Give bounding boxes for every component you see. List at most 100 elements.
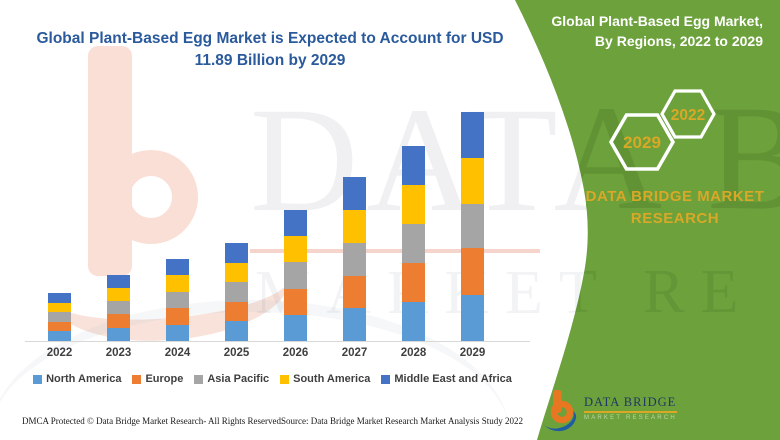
bar-segment-2024-north-america bbox=[166, 324, 189, 341]
legend-swatch bbox=[132, 374, 142, 384]
bar-column-2023 bbox=[89, 274, 148, 341]
bar-segment-2026-north-america bbox=[284, 314, 307, 341]
watermark-underline bbox=[250, 249, 540, 253]
bar-segment-2026-europe bbox=[284, 288, 307, 315]
logo-b-icon bbox=[544, 390, 577, 432]
bar-segment-2028-south-america bbox=[402, 185, 425, 225]
bar-segment-2024-south-america bbox=[166, 275, 189, 292]
company-logo: DATA BRIDGE MARKET RESEARCH bbox=[543, 389, 677, 433]
bar-segment-2023-asia-pacific bbox=[107, 301, 130, 315]
bar-segment-2028-north-america bbox=[402, 302, 425, 341]
x-tick-2024: 2024 bbox=[164, 347, 191, 359]
bar-segment-2025-south-america bbox=[225, 262, 248, 283]
bar-segment-2023-south-america bbox=[107, 288, 130, 302]
x-tick-2022: 2022 bbox=[46, 347, 73, 359]
legend-label: South America bbox=[293, 373, 371, 385]
legend-label: Europe bbox=[145, 373, 184, 385]
legend-item-middle-east-and-africa: Middle East and Africa bbox=[381, 373, 512, 385]
legend-item-asia-pacific: Asia Pacific bbox=[194, 373, 269, 385]
bar-segment-2025-europe bbox=[225, 301, 248, 322]
stacked-bar-2027 bbox=[343, 177, 366, 341]
bar-segment-2029-north-america bbox=[461, 295, 484, 341]
bar-segment-2028-europe bbox=[402, 263, 425, 303]
bar-column-2027 bbox=[325, 177, 384, 341]
bar-segment-2029-south-america bbox=[461, 157, 484, 204]
stacked-bar-2022 bbox=[48, 293, 71, 341]
sidebar-brand-text: DATA BRIDGE MARKET RESEARCH bbox=[580, 186, 770, 230]
sidebar-title-line2: By Regions, 2022 to 2029 bbox=[594, 33, 763, 50]
stacked-bar-2024 bbox=[166, 258, 189, 341]
x-tick-2028: 2028 bbox=[400, 347, 427, 359]
chart-title: Global Plant-Based Egg Market is Expecte… bbox=[30, 28, 510, 73]
stacked-bar-2023 bbox=[107, 274, 130, 341]
bar-segment-2024-middle-east-and-africa bbox=[166, 258, 189, 276]
bar-column-2028 bbox=[384, 146, 443, 341]
legend-swatch bbox=[194, 374, 204, 384]
bar-segment-2027-north-america bbox=[343, 308, 366, 341]
bar-segment-2027-middle-east-and-africa bbox=[343, 177, 366, 211]
bar-segment-2022-north-america bbox=[48, 331, 71, 341]
hexagon-2029-icon bbox=[608, 113, 676, 171]
stacked-bar-2025 bbox=[225, 243, 248, 341]
stacked-bar-2026 bbox=[284, 210, 307, 341]
bar-segment-2023-middle-east-and-africa bbox=[107, 274, 130, 289]
legend-item-europe: Europe bbox=[132, 373, 183, 385]
x-axis-labels: 2022 2023 2024 2025 2026 2027 2028 2029 bbox=[30, 347, 502, 359]
legend-item-south-america: South America bbox=[280, 373, 370, 385]
chart-title-line1: Global Plant-Based Egg Market is Expecte… bbox=[36, 30, 504, 47]
bar-column-2025 bbox=[207, 243, 266, 341]
bar-segment-2029-middle-east-and-africa bbox=[461, 112, 484, 158]
bar-segment-2029-asia-pacific bbox=[461, 203, 484, 249]
legend-item-north-america: North America bbox=[33, 373, 121, 385]
footer-copyright: DMCA Protected © Data Bridge Market Rese… bbox=[22, 416, 284, 426]
x-tick-2029: 2029 bbox=[459, 347, 486, 359]
bar-segment-2026-south-america bbox=[284, 236, 307, 263]
hexagon-2029-label: 2029 bbox=[623, 133, 661, 152]
logo-text: DATA BRIDGE MARKET RESEARCH bbox=[584, 389, 677, 421]
bar-segment-2027-europe bbox=[343, 275, 366, 309]
stacked-bar-plot bbox=[30, 100, 502, 341]
legend-label: North America bbox=[46, 373, 122, 385]
legend-swatch bbox=[280, 374, 290, 384]
legend-label: Asia Pacific bbox=[207, 373, 270, 385]
bar-segment-2028-asia-pacific bbox=[402, 224, 425, 264]
x-tick-2026: 2026 bbox=[282, 347, 309, 359]
bar-column-2029 bbox=[443, 112, 502, 341]
chart-legend: North America Europe Asia Pacific South Ame… bbox=[0, 373, 545, 385]
bar-segment-2026-middle-east-and-africa bbox=[284, 210, 307, 237]
bar-column-2026 bbox=[266, 210, 325, 341]
sidebar-brand-line2: RESEARCH bbox=[630, 209, 720, 227]
logo-subtitle: MARKET RESEARCH bbox=[584, 415, 677, 421]
bar-segment-2026-asia-pacific bbox=[284, 262, 307, 289]
stacked-bar-2028 bbox=[402, 146, 425, 341]
stacked-bar-2029 bbox=[461, 112, 484, 341]
legend-label: Middle East and Africa bbox=[394, 373, 512, 385]
bar-segment-2027-asia-pacific bbox=[343, 242, 366, 276]
sidebar-title-line1: Global Plant-Based Egg Market, bbox=[551, 13, 763, 29]
sidebar-title: Global Plant-Based Egg Market, By Region… bbox=[545, 11, 763, 52]
bar-segment-2029-europe bbox=[461, 248, 484, 296]
bar-segment-2027-south-america bbox=[343, 210, 366, 243]
x-axis-line bbox=[25, 341, 530, 342]
x-tick-2025: 2025 bbox=[223, 347, 250, 359]
hexagon-2022-label: 2022 bbox=[671, 107, 705, 124]
bar-column-2022 bbox=[30, 293, 89, 341]
sidebar-brand-line1: DATA BRIDGE MARKET bbox=[585, 188, 765, 205]
bar-segment-2024-europe bbox=[166, 308, 189, 325]
bar-segment-2022-europe bbox=[48, 321, 71, 332]
logo-name: DATA BRIDGE bbox=[584, 395, 677, 413]
bar-segment-2028-middle-east-and-africa bbox=[402, 146, 425, 186]
bar-segment-2024-asia-pacific bbox=[166, 291, 189, 309]
bar-segment-2025-north-america bbox=[225, 321, 248, 341]
bar-segment-2025-asia-pacific bbox=[225, 282, 248, 302]
watermark-text-sub-on-green: MARKET RE bbox=[255, 258, 754, 326]
bar-segment-2025-middle-east-and-africa bbox=[225, 243, 248, 263]
x-tick-2027: 2027 bbox=[341, 347, 368, 359]
legend-swatch bbox=[33, 374, 43, 384]
chart-title-line2: 11.89 Billion by 2029 bbox=[194, 52, 346, 70]
legend-swatch bbox=[381, 374, 391, 384]
year-hexagons: 2029 2022 bbox=[608, 89, 716, 171]
bar-segment-2022-asia-pacific bbox=[48, 312, 71, 322]
bar-segment-2023-europe bbox=[107, 314, 130, 328]
